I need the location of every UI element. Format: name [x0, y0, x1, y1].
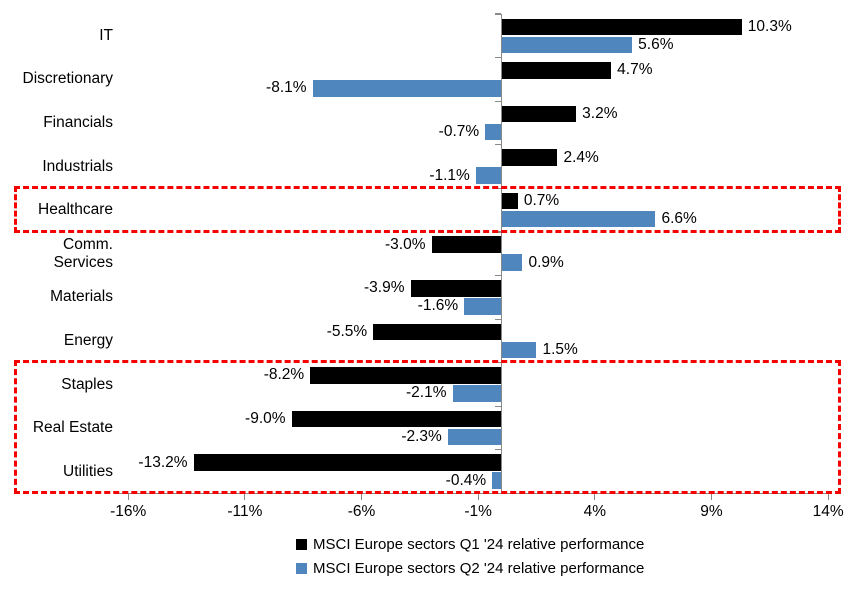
value-label: -2.1% [406, 384, 447, 402]
category-axis-tick [494, 318, 501, 320]
category-label: Comm. Services [53, 235, 113, 271]
category-axis-tick [494, 405, 501, 407]
value-label: -8.2% [263, 366, 305, 384]
bar-q1 [193, 454, 502, 471]
category-axis-tick [494, 100, 501, 102]
value-label: -1.6% [417, 297, 459, 315]
category-label: Materials [50, 288, 113, 306]
category-axis-tick [494, 56, 501, 59]
value-label: 6.6% [661, 210, 697, 228]
value-label: 0.7% [523, 192, 560, 210]
bar-q1 [431, 236, 502, 253]
legend-swatch-q2-icon [296, 563, 307, 574]
highlight-box [14, 360, 841, 495]
bar-q2 [501, 341, 537, 359]
bar-q1 [410, 280, 502, 297]
category-axis-tick [494, 13, 501, 15]
category-label: Utilities [63, 462, 113, 480]
highlight-box [14, 185, 841, 233]
bar-q2 [452, 385, 502, 402]
bar-q2 [492, 472, 502, 489]
x-axis-tick-label: 4% [583, 502, 607, 520]
value-label: -9.0% [245, 410, 286, 428]
x-axis-tick-label: -16% [110, 502, 147, 520]
x-axis-tick-label: -6% [347, 502, 376, 520]
category-label: IT [99, 26, 113, 44]
value-label: -0.4% [445, 471, 487, 489]
x-axis-tick [710, 493, 713, 500]
category-axis-tick [494, 274, 501, 277]
x-axis-tick [827, 493, 829, 500]
value-label: -13.2% [138, 453, 188, 471]
category-label: Healthcare [38, 201, 113, 219]
x-axis-tick-label: 9% [700, 502, 723, 520]
bar-q1 [501, 62, 612, 79]
x-axis-tick-label: 14% [812, 502, 844, 520]
category-axis-tick [494, 144, 501, 146]
category-label: Industrials [42, 157, 113, 175]
x-axis-tick [477, 493, 479, 500]
category-label: Discretionary [22, 70, 113, 88]
value-label: 2.4% [563, 148, 599, 166]
bar-q1 [501, 192, 518, 210]
bar-q2 [312, 80, 502, 97]
x-axis-tick-label: -1% [464, 502, 492, 520]
category-label: Staples [61, 375, 113, 393]
x-axis-tick [127, 493, 129, 500]
x-axis-tick [360, 493, 363, 500]
bar-q1 [501, 105, 577, 123]
category-label: Real Estate [32, 419, 113, 437]
x-axis-tick [594, 493, 596, 500]
legend-item-q1: MSCI Europe sectors Q1 '24 relative perf… [296, 536, 644, 553]
value-label: -3.0% [385, 235, 426, 253]
bar-q1 [501, 149, 558, 166]
value-label: -0.7% [438, 122, 480, 140]
legend-label-q2: MSCI Europe sectors Q2 '24 relative perf… [313, 560, 645, 577]
bar-q2 [475, 167, 502, 184]
value-label: -3.9% [364, 279, 405, 297]
value-label: 4.7% [617, 61, 653, 79]
value-label: 1.5% [542, 340, 578, 358]
value-label: -1.1% [429, 166, 470, 184]
bar-q1 [501, 18, 742, 35]
x-axis-tick [244, 493, 246, 500]
bar-q2 [501, 210, 656, 228]
category-label: Financials [43, 113, 113, 131]
bar-q1 [373, 323, 502, 341]
bar-q2 [464, 298, 502, 315]
category-label: Energy [63, 331, 113, 349]
legend-label-q1: MSCI Europe sectors Q1 '24 relative perf… [313, 536, 645, 553]
value-label: 0.9% [528, 253, 564, 271]
legend-swatch-q1-icon [296, 539, 307, 550]
bar-q2 [485, 123, 502, 141]
bar-q2 [447, 428, 502, 446]
legend-item-q2: MSCI Europe sectors Q2 '24 relative perf… [296, 560, 644, 577]
value-axis-line [500, 13, 503, 494]
value-label: -8.1% [266, 79, 307, 97]
bar-q1 [310, 367, 502, 384]
legend: MSCI Europe sectors Q1 '24 relative perf… [296, 536, 644, 577]
bar-q2 [501, 254, 523, 271]
value-label: -2.3% [401, 428, 442, 446]
value-label: 10.3% [747, 17, 792, 35]
value-label: 5.6% [638, 35, 674, 53]
bar-q1 [291, 410, 502, 428]
bar-q2 [501, 36, 633, 53]
x-axis-tick-label: -11% [227, 502, 263, 520]
value-label: 3.2% [582, 104, 618, 122]
value-label: -5.5% [326, 322, 368, 340]
category-axis-tick [494, 449, 501, 451]
